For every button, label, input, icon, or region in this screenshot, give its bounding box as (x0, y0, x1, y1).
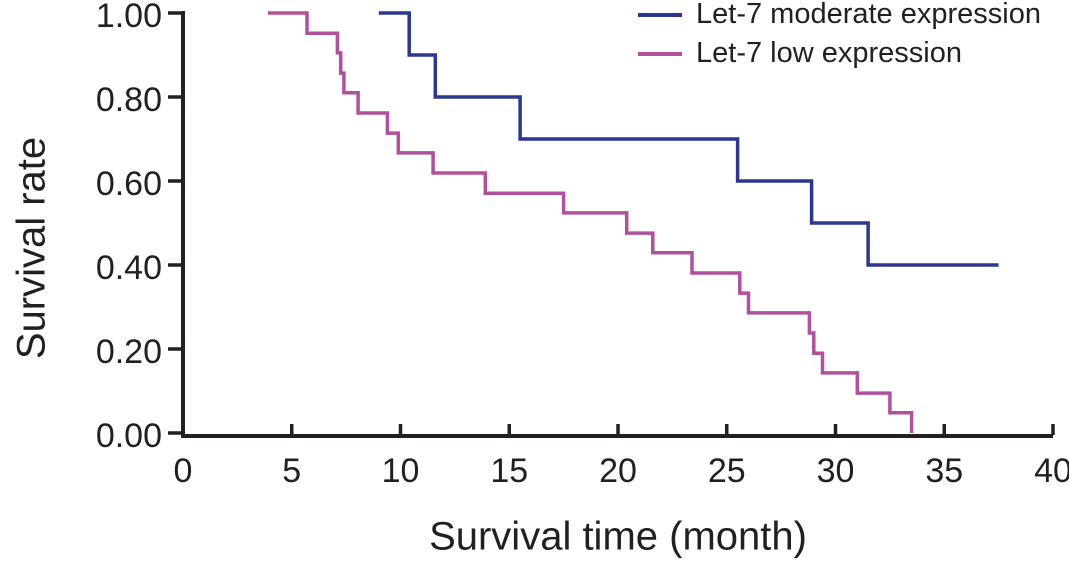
survival-curve-moderate (378, 11, 999, 267)
x-tick-label: 10 (382, 452, 420, 490)
x-tick-label: 20 (599, 452, 637, 490)
x-axis-title: Survival time (month) (429, 514, 807, 559)
y-axis-title: Survival rate (9, 136, 54, 360)
legend-label-low: Let-7 low expression (696, 37, 962, 69)
y-tick-label: 0.80 (96, 81, 162, 119)
y-tick-label: 0.20 (96, 333, 162, 371)
axes-lines (181, 11, 1053, 438)
legend-item-low: Let-7 low expression (638, 34, 1041, 73)
y-tick-label: 0.60 (96, 165, 162, 203)
x-tick-label: 5 (282, 452, 301, 490)
legend-line-moderate-icon (638, 12, 682, 17)
y-tick-label: 1.00 (96, 0, 162, 35)
x-tick-label: 15 (490, 452, 528, 490)
y-tick-label: 0.00 (96, 417, 162, 455)
legend-label-moderate: Let-7 moderate expression (696, 0, 1041, 30)
legend-item-moderate: Let-7 moderate expression (638, 0, 1041, 34)
x-tick-label: 35 (925, 452, 963, 490)
x-tick-label: 25 (708, 452, 746, 490)
x-tick-label: 0 (174, 452, 193, 490)
x-tick-label: 40 (1034, 452, 1069, 490)
y-tick-label: 0.40 (96, 249, 162, 287)
survival-curve-low (267, 11, 914, 433)
x-tick-label: 30 (817, 452, 855, 490)
legend: Let-7 moderate expression Let-7 low expr… (638, 0, 1041, 73)
legend-line-low-icon (638, 51, 682, 56)
